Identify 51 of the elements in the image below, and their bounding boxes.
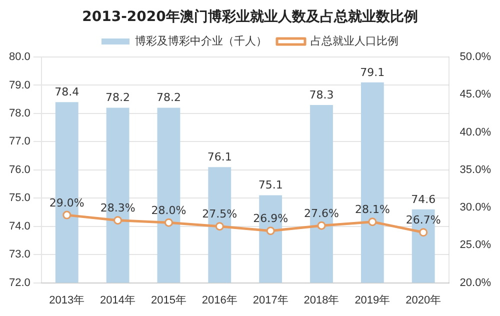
- data-label: 76.1: [207, 150, 232, 164]
- y-tick-label: 75.0: [8, 192, 30, 204]
- y-tick-label: 73.0: [8, 248, 30, 261]
- y-tick-label: 76.0: [8, 164, 30, 176]
- data-label: 75.1: [258, 178, 283, 192]
- point: [419, 228, 428, 237]
- data-label: 79.1: [360, 66, 385, 79]
- y-tick-label: 72.0: [8, 276, 30, 289]
- y-tick-label: 80.0: [8, 51, 30, 64]
- x-tick-label: 2019年: [354, 294, 390, 306]
- y2-tick-label: 40.0%: [460, 126, 492, 138]
- point: [368, 218, 377, 226]
- data-label: 27.5%: [202, 208, 238, 221]
- legend-label: 博彩及博彩中介业（千人）: [135, 34, 267, 48]
- data-label: 78.3: [309, 88, 334, 102]
- point: [114, 216, 122, 225]
- data-label: 29.0%: [49, 196, 84, 210]
- y-tick-label: 74.0: [8, 220, 30, 232]
- legend-label: 占总就业人口比例: [310, 34, 398, 48]
- y-tick-label: 78.0: [8, 107, 30, 120]
- point: [215, 222, 224, 231]
- y2-tick-label: 20.0%: [460, 276, 492, 289]
- x-tick-label: 2018年: [304, 294, 340, 306]
- data-label: 78.2: [156, 91, 181, 104]
- y2-tick-label: 45.0%: [460, 88, 492, 101]
- data-label: 26.7%: [406, 214, 441, 227]
- y-tick-label: 77.0: [8, 136, 30, 148]
- point: [164, 218, 173, 227]
- point: [266, 226, 275, 236]
- data-label: 74.6: [411, 192, 436, 206]
- data-label: 78.4: [54, 86, 80, 99]
- y2-tick-label: 25.0%: [460, 239, 492, 252]
- data-label: 27.6%: [304, 206, 339, 220]
- x-tick-label: 2017年: [252, 294, 288, 306]
- chart-title: 2013-2020年澳门博彩业就业人数及占总就业数比例: [81, 8, 419, 26]
- y-tick-label: 79.0: [8, 79, 30, 92]
- x-tick-label: 2016年: [202, 294, 238, 306]
- data-label: 28.1%: [354, 203, 390, 216]
- y2-tick-label: 30.0%: [460, 202, 492, 214]
- y2-tick-label: 35.0%: [460, 164, 492, 176]
- x-tick-label: 2015年: [150, 294, 186, 306]
- x-tick-label: 2013年: [49, 294, 85, 306]
- point: [62, 210, 72, 220]
- x-tick-label: 2020年: [406, 294, 442, 306]
- y2-tick-label: 50.0%: [460, 51, 492, 64]
- data-label: 78.2: [106, 91, 130, 104]
- data-label: 26.9%: [253, 212, 288, 226]
- data-label: 28.0%: [151, 204, 186, 217]
- data-label: 28.3%: [100, 202, 136, 215]
- x-tick-label: 2014年: [100, 294, 136, 306]
- point: [317, 221, 326, 230]
